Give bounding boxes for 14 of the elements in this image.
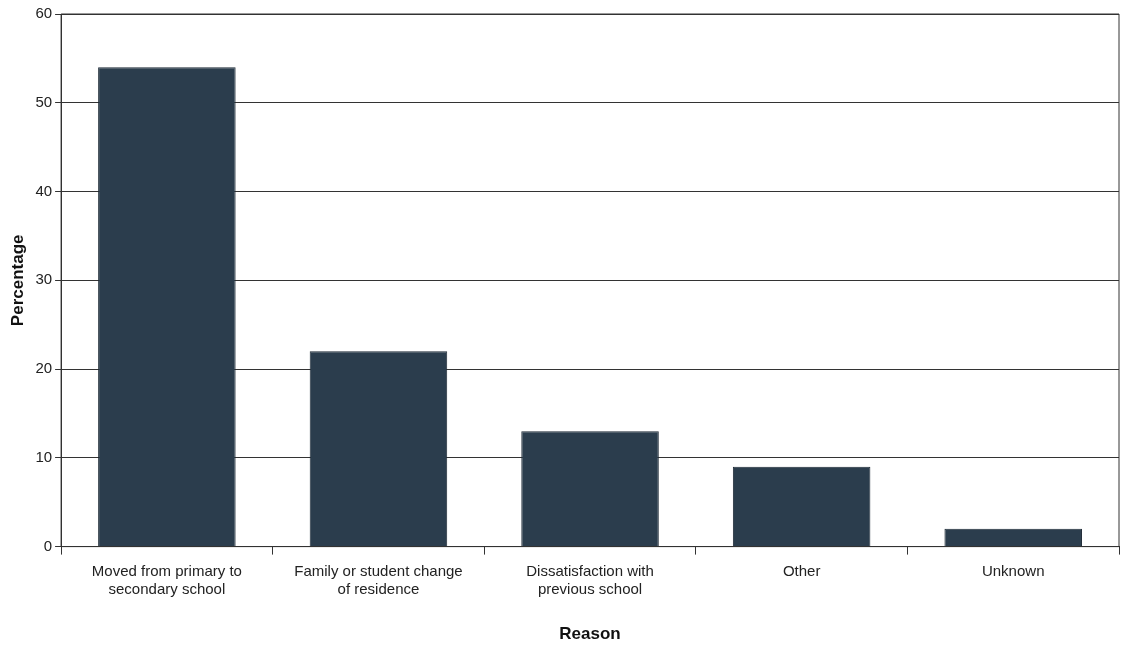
x-tick-label: Unknown bbox=[981, 561, 1045, 579]
x-tick-label: Moved from primary to secondary school bbox=[91, 561, 242, 597]
x-tick-label: Other bbox=[782, 561, 821, 579]
y-tick-label: 10 bbox=[35, 447, 53, 465]
y-tick-label: 40 bbox=[35, 181, 53, 199]
x-tick-label: Family or student change of residence bbox=[294, 561, 463, 597]
y-tick-label: 50 bbox=[35, 92, 53, 110]
x-tick-label: Dissatisfaction with previous school bbox=[526, 561, 654, 597]
y-tick-label: 20 bbox=[35, 359, 53, 377]
y-axis-title: Percentage bbox=[7, 234, 27, 327]
y-tick-label: 60 bbox=[35, 4, 53, 22]
y-tick-label: 0 bbox=[43, 536, 53, 554]
x-axis-title: Reason bbox=[559, 624, 621, 644]
y-tick-label: 30 bbox=[35, 270, 53, 288]
